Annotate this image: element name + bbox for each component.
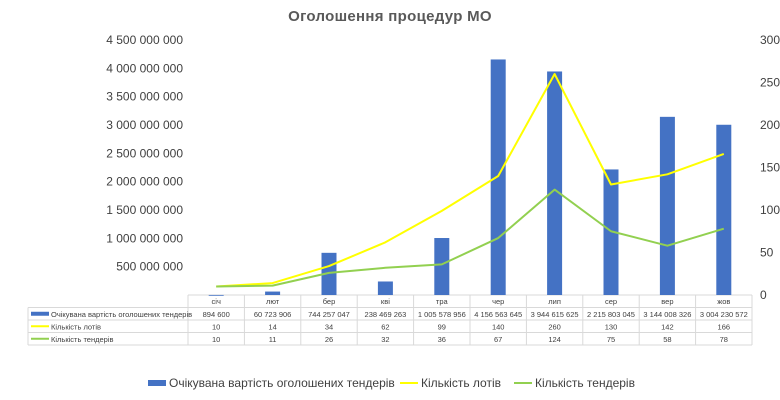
y-left-tick-label: 2 500 000 000 — [106, 146, 183, 160]
category-label: лип — [548, 297, 561, 306]
bar — [209, 295, 224, 296]
table-row-label: Очікувана вартість оголошених тендерів — [51, 310, 192, 319]
table-cell: 32 — [381, 335, 389, 344]
bar — [434, 238, 449, 295]
table-cell: 62 — [381, 322, 389, 331]
y-left-tick-label: 3 500 000 000 — [106, 90, 183, 104]
category-label: тра — [436, 297, 449, 306]
category-label: жов — [717, 297, 730, 306]
table-row-label: Кількість тендерів — [51, 335, 113, 344]
bar — [547, 71, 562, 295]
y-right-tick-label: 300 — [760, 33, 780, 47]
table-cell: 166 — [718, 322, 731, 331]
table-cell: 75 — [607, 335, 615, 344]
legend-label: Очікувана вартість оголошених тендерів — [169, 376, 395, 390]
table-cell: 14 — [268, 322, 276, 331]
y-left-tick-label: 2 000 000 000 — [106, 175, 183, 189]
table-cell: 78 — [720, 335, 728, 344]
category-label: бер — [323, 297, 336, 306]
series-line — [216, 74, 724, 287]
y-right-tick-label: 100 — [760, 203, 780, 217]
table-cell: 130 — [605, 322, 618, 331]
y-right-tick-label: 0 — [760, 288, 767, 302]
y-right-tick-label: 150 — [760, 161, 780, 175]
table-cell: 142 — [661, 322, 674, 331]
table-cell: 3 944 615 625 — [531, 310, 579, 319]
y-left-tick-label: 3 000 000 000 — [106, 118, 183, 132]
table-cell: 124 — [548, 335, 561, 344]
table-cell: 3 144 008 326 — [643, 310, 691, 319]
y-left-tick-label: 4 500 000 000 — [106, 33, 183, 47]
category-label: січ — [212, 297, 221, 306]
y-left-tick-label: 500 000 000 — [116, 260, 183, 274]
table-cell: 1 005 578 956 — [418, 310, 466, 319]
table-row-label: Кількість лотів — [51, 322, 101, 331]
legend-label: Кількість тендерів — [535, 376, 635, 390]
y-left-tick-label: 4 000 000 000 — [106, 61, 183, 75]
bar — [491, 59, 506, 295]
table-cell: 67 — [494, 335, 502, 344]
table-cell: 4 156 563 645 — [474, 310, 522, 319]
series-line — [216, 190, 724, 287]
legend-label: Кількість лотів — [421, 376, 501, 390]
table-cell: 140 — [492, 322, 505, 331]
category-label: лют — [266, 297, 280, 306]
table-cell: 3 004 230 572 — [700, 310, 748, 319]
bar — [378, 281, 393, 295]
table-cell: 58 — [663, 335, 671, 344]
bar — [265, 292, 280, 295]
table-cell: 36 — [438, 335, 446, 344]
table-cell: 10 — [212, 322, 220, 331]
category-label: вер — [661, 297, 673, 306]
table-cell: 26 — [325, 335, 333, 344]
bar — [716, 125, 731, 295]
category-label: кві — [381, 297, 390, 306]
y-right-tick-label: 200 — [760, 118, 780, 132]
table-cell: 744 257 047 — [308, 310, 350, 319]
y-left-tick-label: 1 000 000 000 — [106, 231, 183, 245]
chart-title: Оголошення процедур МО — [288, 8, 492, 25]
bar — [660, 117, 675, 295]
table-cell: 894 600 — [203, 310, 230, 319]
table-cell: 10 — [212, 335, 220, 344]
table-legend-key — [31, 312, 49, 316]
table-cell: 60 723 906 — [254, 310, 292, 319]
y-right-tick-label: 50 — [760, 246, 774, 260]
table-cell: 238 469 263 — [365, 310, 407, 319]
table-cell: 99 — [438, 322, 446, 331]
table-cell: 34 — [325, 322, 333, 331]
y-left-tick-label: 1 500 000 000 — [106, 203, 183, 217]
table-cell: 260 — [548, 322, 561, 331]
table-cell: 11 — [269, 335, 277, 344]
category-label: сер — [605, 297, 617, 306]
legend-key — [148, 380, 166, 386]
category-label: чер — [492, 297, 504, 306]
table-cell: 2 215 803 045 — [587, 310, 635, 319]
y-right-tick-label: 250 — [760, 76, 780, 90]
